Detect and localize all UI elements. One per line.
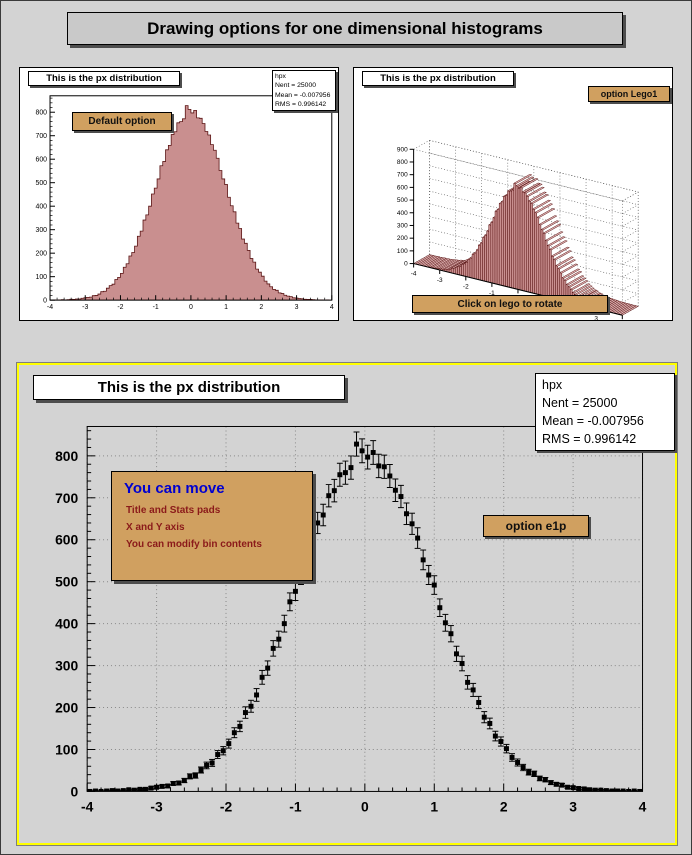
- svg-text:-3: -3: [437, 277, 443, 284]
- svg-text:500: 500: [35, 180, 47, 187]
- svg-text:4: 4: [639, 798, 647, 814]
- svg-text:800: 800: [35, 110, 47, 117]
- svg-text:100: 100: [397, 248, 408, 255]
- svg-text:0: 0: [404, 261, 408, 268]
- svg-text:-3: -3: [82, 304, 88, 311]
- histogram-filled-path[interactable]: [50, 105, 332, 301]
- svg-text:700: 700: [397, 172, 408, 179]
- svg-text:900: 900: [397, 146, 408, 153]
- default-option-label: Default option: [88, 116, 156, 127]
- svg-text:3: 3: [594, 316, 598, 320]
- svg-text:300: 300: [397, 222, 408, 229]
- svg-text:400: 400: [35, 204, 47, 211]
- note-line-bins: You can modify bin contents: [126, 539, 262, 550]
- svg-text:0: 0: [189, 304, 193, 311]
- note-line-title-stats: Title and Stats pads: [126, 505, 221, 516]
- svg-text:200: 200: [35, 251, 47, 258]
- option-e1p-button[interactable]: option e1p: [483, 515, 589, 537]
- pad1-title-pave[interactable]: This is the px distribution: [28, 71, 180, 86]
- svg-text:600: 600: [35, 157, 47, 164]
- default-option-chart[interactable]: -4 -3 -2 -1 0 1 2 3 4 0 100 200 300 400 500 600 700 800: [20, 68, 338, 320]
- svg-text:-2: -2: [463, 283, 469, 290]
- pad3-title-text: This is the px distribution: [97, 379, 281, 396]
- svg-text:700: 700: [35, 133, 47, 140]
- svg-text:2: 2: [500, 798, 508, 814]
- svg-text:700: 700: [55, 490, 78, 506]
- svg-text:-2: -2: [220, 798, 233, 814]
- svg-text:100: 100: [35, 274, 47, 281]
- svg-text:-3: -3: [150, 798, 163, 814]
- svg-text:400: 400: [397, 210, 408, 217]
- svg-text:1: 1: [430, 798, 438, 814]
- svg-text:3: 3: [569, 798, 577, 814]
- stats-mean: Mean = -0.007956: [542, 414, 644, 428]
- svg-text:100: 100: [55, 741, 78, 757]
- e1p-chart[interactable]: -4 -3 -2 -1 0 1 2 3 4 0 100 200 300 400 500 600 700 800: [19, 365, 675, 843]
- pad3-stats-box[interactable]: hpx Nent = 25000 Mean = -0.007956 RMS = …: [535, 373, 675, 451]
- svg-text:-1: -1: [289, 798, 302, 814]
- svg-text:4: 4: [330, 304, 334, 311]
- stats-name: hpx: [542, 378, 563, 392]
- rotate-lego-label: Click on lego to rotate: [457, 298, 563, 310]
- option-lego1-label: option Lego1: [600, 89, 658, 99]
- svg-text:500: 500: [55, 574, 78, 590]
- pad1-title-text: This is the px distribution: [46, 73, 162, 84]
- svg-text:1: 1: [224, 304, 228, 311]
- svg-text:3: 3: [295, 304, 299, 311]
- main-title-text: Drawing options for one dimensional hist…: [147, 18, 543, 38]
- stats-mean: Mean = -0.007956: [275, 91, 331, 99]
- stats-entries: Nent = 25000: [275, 82, 317, 90]
- note-line-axes: X and Y axis: [126, 522, 185, 533]
- note-heading: You can move: [124, 480, 225, 497]
- stats-rms: RMS = 0.996142: [275, 100, 327, 108]
- svg-text:0: 0: [361, 798, 369, 814]
- option-lego1-button[interactable]: option Lego1: [588, 86, 670, 102]
- svg-text:500: 500: [397, 197, 408, 204]
- svg-text:-2: -2: [117, 304, 123, 311]
- svg-text:-4: -4: [411, 270, 417, 277]
- pad-lego[interactable]: 0100200300400500600700800900-4-3-2-10123…: [353, 67, 673, 321]
- svg-text:200: 200: [55, 699, 78, 715]
- axes: -4 -3 -2 -1 0 1 2 3 4 0 100 200 300 400 500 600 700 800: [35, 97, 334, 311]
- stats-rms: RMS = 0.996142: [542, 432, 637, 446]
- move-note-pave[interactable]: You can move Title and Stats pads X and …: [111, 471, 313, 581]
- svg-text:800: 800: [397, 159, 408, 166]
- svg-text:-4: -4: [47, 304, 53, 311]
- svg-text:400: 400: [55, 616, 78, 632]
- svg-text:300: 300: [55, 658, 78, 674]
- default-option-button[interactable]: Default option: [72, 112, 172, 131]
- main-title-pave[interactable]: Drawing options for one dimensional hist…: [67, 12, 623, 45]
- axes: -4 -3 -2 -1 0 1 2 3 4 0 100 200 300 400 500 600 700 800: [55, 430, 647, 814]
- svg-text:600: 600: [55, 532, 78, 548]
- rotate-lego-button[interactable]: Click on lego to rotate: [412, 295, 608, 313]
- svg-text:-1: -1: [489, 290, 495, 297]
- pad2-title-text: This is the px distribution: [380, 73, 496, 84]
- stats-name: hpx: [275, 73, 286, 80]
- svg-text:300: 300: [35, 227, 47, 234]
- svg-text:800: 800: [55, 448, 78, 464]
- svg-text:200: 200: [397, 235, 408, 242]
- svg-text:-4: -4: [81, 798, 94, 814]
- pad2-title-pave[interactable]: This is the px distribution: [362, 71, 514, 86]
- pad1-stats-box[interactable]: hpx Nent = 25000 Mean = -0.007956 RMS = …: [272, 70, 336, 111]
- e1p-points[interactable]: [87, 431, 643, 794]
- svg-text:2: 2: [259, 304, 263, 311]
- svg-text:0: 0: [43, 298, 47, 305]
- pad3-title-pave[interactable]: This is the px distribution: [33, 375, 345, 400]
- svg-text:600: 600: [397, 184, 408, 191]
- svg-text:0: 0: [71, 783, 79, 799]
- stats-entries: Nent = 25000: [542, 396, 618, 410]
- lego-chart[interactable]: 0100200300400500600700800900-4-3-2-10123…: [354, 68, 672, 320]
- svg-text:-1: -1: [153, 304, 159, 311]
- option-e1p-label: option e1p: [505, 519, 567, 533]
- pad-e1p-selected[interactable]: -4 -3 -2 -1 0 1 2 3 4 0 100 200 300 400 500 600 700 800 T…: [16, 362, 678, 846]
- pad-default-option[interactable]: -4 -3 -2 -1 0 1 2 3 4 0 100 200 300 400 500 600 700 800 T…: [19, 67, 339, 321]
